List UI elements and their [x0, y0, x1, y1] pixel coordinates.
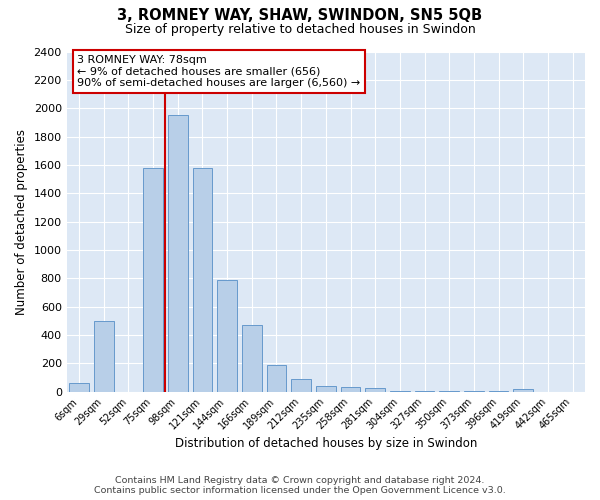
- Bar: [439, 391, 459, 392]
- Text: 3, ROMNEY WAY, SHAW, SWINDON, SN5 5QB: 3, ROMNEY WAY, SHAW, SWINDON, SN5 5QB: [118, 8, 482, 22]
- Bar: [341, 386, 361, 392]
- Bar: [143, 168, 163, 392]
- Bar: [242, 325, 262, 392]
- Bar: [365, 388, 385, 392]
- Bar: [514, 389, 533, 392]
- Bar: [390, 391, 410, 392]
- Bar: [415, 391, 434, 392]
- Bar: [168, 116, 188, 392]
- Bar: [291, 379, 311, 392]
- Bar: [464, 391, 484, 392]
- Bar: [489, 391, 508, 392]
- Bar: [193, 168, 212, 392]
- Bar: [94, 321, 113, 392]
- Text: Contains HM Land Registry data © Crown copyright and database right 2024.
Contai: Contains HM Land Registry data © Crown c…: [94, 476, 506, 495]
- Bar: [69, 383, 89, 392]
- Bar: [316, 386, 336, 392]
- Text: 3 ROMNEY WAY: 78sqm
← 9% of detached houses are smaller (656)
90% of semi-detach: 3 ROMNEY WAY: 78sqm ← 9% of detached hou…: [77, 55, 360, 88]
- X-axis label: Distribution of detached houses by size in Swindon: Distribution of detached houses by size …: [175, 437, 477, 450]
- Bar: [217, 280, 237, 392]
- Text: Size of property relative to detached houses in Swindon: Size of property relative to detached ho…: [125, 22, 475, 36]
- Bar: [266, 364, 286, 392]
- Y-axis label: Number of detached properties: Number of detached properties: [15, 128, 28, 314]
